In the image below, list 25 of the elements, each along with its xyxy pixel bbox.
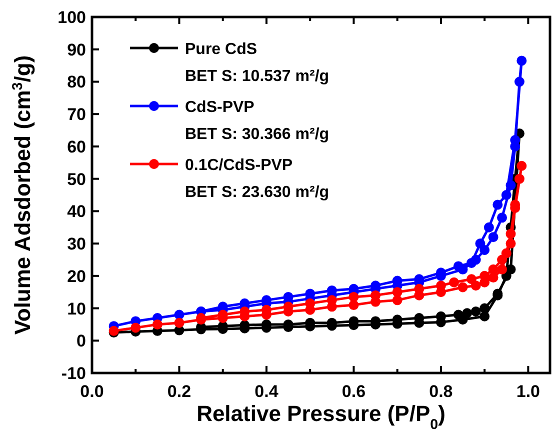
annotation: BET S: 23.630 m²/g xyxy=(185,184,330,201)
y-tick-label: 10 xyxy=(67,299,86,318)
x-tick-label: 0.8 xyxy=(429,382,453,401)
legend-label: CdS-PVP xyxy=(185,99,255,116)
annotation: BET S: 10.537 m²/g xyxy=(185,68,330,85)
x-tick-label: 0.6 xyxy=(342,382,366,401)
y-tick-label: 90 xyxy=(67,40,86,60)
y-tick-label: 20 xyxy=(67,266,86,286)
y-tick-label: 60 xyxy=(67,137,86,156)
y-tick-label: -10 xyxy=(61,364,86,383)
y-tick-label: 50 xyxy=(67,170,86,189)
annotation: BET S: 30.366 m²/g xyxy=(185,126,330,143)
x-tick-label: 0.0 xyxy=(80,382,104,401)
x-tick-label: 0.4 xyxy=(254,382,279,401)
legend-label: 0.1C/CdS-PVP xyxy=(185,157,293,174)
legend-label: Pure CdS xyxy=(185,41,258,58)
x-tick-label: 1.0 xyxy=(516,382,540,401)
y-tick-label: 30 xyxy=(67,234,86,254)
y-tick-label: 70 xyxy=(67,105,86,124)
y-tick-label: 0 xyxy=(76,332,86,351)
x-tick-label: 0.2 xyxy=(167,382,192,401)
y-tick-label: 80 xyxy=(67,72,86,92)
x-axis-title: Relative Pressure (P/P$_{0}$) xyxy=(196,401,446,433)
y-tick-label: 100 xyxy=(58,8,86,27)
y-tick-label: 40 xyxy=(67,202,86,222)
